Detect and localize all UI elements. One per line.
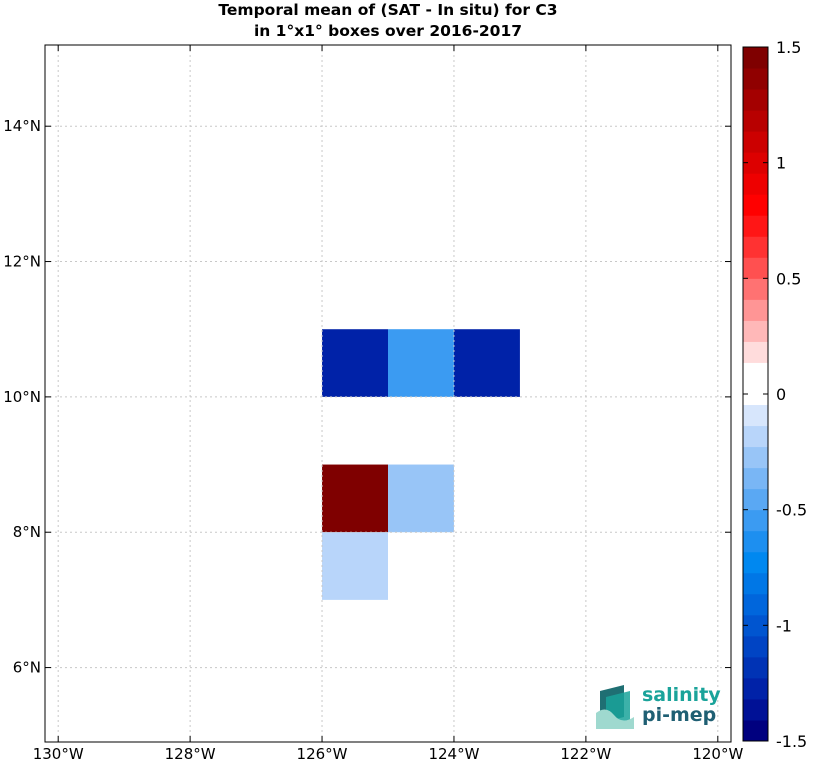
logo-waves-icon	[596, 685, 634, 729]
salinity-pi-mep-logo: salinity pi-mep	[594, 683, 729, 731]
colorbar-segment-22	[743, 257, 768, 279]
lat-tick-label-3: 12°N	[3, 253, 41, 271]
colorbar-segment-2	[743, 677, 768, 700]
data-cell-0	[322, 329, 388, 397]
title-line-1: Temporal mean of (SAT - In situ) for C3	[218, 1, 558, 19]
colorbar-segment-29	[743, 110, 768, 132]
data-cell-3	[322, 464, 388, 533]
colorbar-segment-17	[743, 362, 768, 384]
colorbar-tick-label-4: -0.5	[776, 501, 807, 520]
colorbar-segment-5	[743, 614, 768, 637]
colorbar-segment-8	[743, 551, 768, 574]
colorbar-segment-26	[743, 173, 768, 195]
ticks-layer: 130°W 128°W 126°W 124°W 122°W 120°W 6°N 8°N 10°N…	[3, 45, 743, 763]
lon-tick-label-4: 122°W	[560, 745, 611, 763]
lon-tick-label-5: 120°W	[692, 745, 743, 763]
lon-tick-label-2: 126°W	[297, 745, 348, 763]
colorbar-segment-28	[743, 131, 768, 153]
colorbar-segment-6	[743, 593, 768, 616]
colorbar-segment-13	[743, 446, 768, 469]
colorbar-tick-label-3: 0	[776, 385, 786, 404]
data-cell-2	[453, 329, 520, 397]
colorbar-segment-12	[743, 467, 768, 490]
colorbar-segment-16	[743, 383, 768, 406]
lat-tick-label-4: 14°N	[3, 117, 41, 135]
colorbar-segment-18	[743, 341, 768, 363]
axes-frame	[44, 44, 732, 743]
colorbar-segment-15	[743, 404, 768, 427]
colorbar-segment-11	[743, 488, 768, 511]
colorbar-segment-21	[743, 278, 768, 300]
colorbar-tick-label-1: 1	[776, 154, 786, 173]
data-cell-4	[388, 464, 454, 533]
lat-tick-label-2: 10°N	[3, 388, 41, 406]
colorbar: 1.5 1 0.5 0 -0.5 -1 -1.5	[742, 38, 807, 751]
colorbar-segment-14	[743, 425, 768, 448]
colorbar-segment-3	[743, 656, 768, 679]
colorbar-segment-7	[743, 572, 768, 595]
colorbar-segment-27	[743, 152, 768, 174]
colorbar-segment-0	[743, 719, 768, 742]
lon-tick-label-0: 130°W	[33, 745, 84, 763]
colorbar-segment-32	[743, 47, 768, 69]
colorbar-tick-label-0: 1.5	[776, 38, 801, 57]
lat-tick-label-0: 6°N	[13, 659, 41, 677]
logo-text-salinity: salinity	[642, 684, 721, 706]
lon-tick-label-1: 128°W	[165, 745, 216, 763]
colorbar-segment-25	[743, 194, 768, 216]
data-cell-5	[322, 532, 388, 600]
colorbar-tick-label-6: -1.5	[776, 732, 807, 751]
colorbar-tick-label-2: 0.5	[776, 269, 801, 288]
lon-tick-label-3: 124°W	[428, 745, 479, 763]
colorbar-segment-30	[743, 89, 768, 111]
grid-layer	[45, 45, 731, 742]
colorbar-segment-23	[743, 236, 768, 258]
colorbar-segment-24	[743, 215, 768, 237]
colorbar-segment-4	[743, 635, 768, 658]
title-line-2: in 1°x1° boxes over 2016-2017	[253, 22, 523, 40]
colorbar-segment-31	[743, 68, 768, 90]
lat-tick-label-1: 8°N	[13, 523, 41, 541]
colorbar-segment-1	[743, 698, 768, 721]
colorbar-segment-9	[743, 530, 768, 553]
colorbar-segment-19	[743, 320, 768, 342]
data-cell-1	[388, 329, 454, 397]
colorbar-segment-10	[743, 509, 768, 532]
colorbar-tick-label-5: -1	[776, 616, 792, 635]
colorbar-segment-20	[743, 299, 768, 321]
cells-layer	[322, 329, 520, 600]
map-title: Temporal mean of (SAT - In situ) for C3 …	[45, 0, 731, 42]
logo-text-pi-mep: pi-mep	[642, 704, 717, 726]
